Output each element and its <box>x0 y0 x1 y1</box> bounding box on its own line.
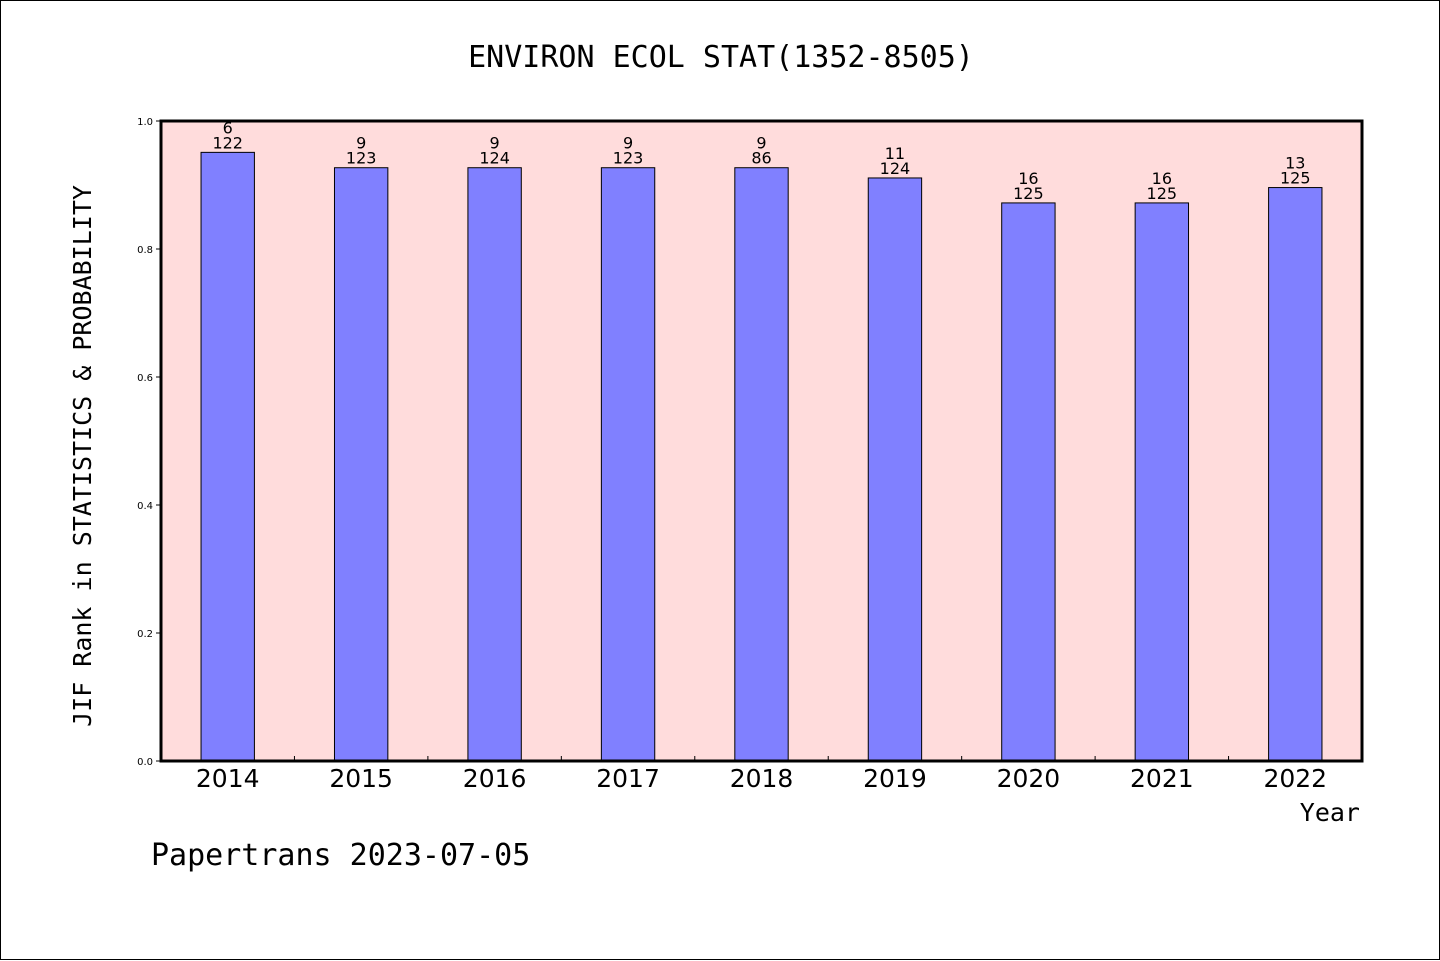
y-tick-label: 0.8 <box>137 245 153 256</box>
y-tick-label: 0.4 <box>137 501 153 512</box>
y-axis-label: JIF Rank in STATISTICS & PROBABILITY <box>68 185 97 727</box>
bar-total-label: 123 <box>613 149 644 168</box>
bars-group <box>200 151 1323 762</box>
bar-total-label: 125 <box>1013 184 1044 203</box>
bar-rank-label: 16 <box>1152 169 1172 188</box>
x-axis-label: Year <box>1300 798 1360 827</box>
bar-2018 <box>734 167 789 762</box>
bar-total-label: 124 <box>880 159 911 178</box>
bar-rank-label: 6 <box>223 118 233 137</box>
bar-rank-label: 13 <box>1285 154 1305 173</box>
y-axis: 0.0 0.2 0.4 0.6 0.8 1.0 <box>137 117 161 768</box>
bar-2022 <box>1268 187 1323 762</box>
x-tick-label: 2022 <box>1263 764 1327 793</box>
x-tick-label: 2018 <box>730 764 794 793</box>
x-tick-label: 2019 <box>863 764 927 793</box>
bar-2020 <box>1001 202 1056 762</box>
bar-rank-label: 9 <box>623 134 633 153</box>
bar-2021 <box>1134 202 1190 762</box>
bar-total-label: 125 <box>1280 169 1311 188</box>
x-tick-label: 2016 <box>463 764 527 793</box>
bar-total-label: 122 <box>212 133 243 152</box>
bar-rank-label: 9 <box>756 134 766 153</box>
y-tick-label: 0.2 <box>137 629 153 640</box>
y-tick-label: 0.6 <box>137 373 153 384</box>
bar-rank-label: 9 <box>356 134 366 153</box>
bar-2015 <box>333 167 389 762</box>
y-tick-label: 0.0 <box>137 757 153 768</box>
bar-2014 <box>200 151 255 762</box>
bar-2019 <box>867 177 923 762</box>
x-tick-label: 2017 <box>596 764 660 793</box>
bar-total-label: 125 <box>1147 184 1178 203</box>
bar-total-label: 86 <box>751 149 771 168</box>
x-axis: 2014 2015 2016 2017 2018 2019 2020 2021 2022 <box>196 756 1327 793</box>
x-tick-label: 2015 <box>329 764 393 793</box>
x-tick-label: 2014 <box>196 764 260 793</box>
bar-total-label: 123 <box>346 149 377 168</box>
x-tick-label: 2020 <box>997 764 1061 793</box>
chart-title: ENVIRON ECOL STAT(1352-8505) <box>468 40 974 75</box>
bar-total-label: 124 <box>479 149 510 168</box>
plot-border <box>159 119 1364 763</box>
x-tick-label: 2021 <box>1130 764 1194 793</box>
bar-2017 <box>600 167 656 762</box>
bar-rank-label: 11 <box>885 144 905 163</box>
bar-rank-label: 16 <box>1018 169 1038 188</box>
bar-rank-label: 9 <box>490 134 500 153</box>
footer-credit: Papertrans 2023-07-05 <box>151 838 530 873</box>
y-tick-label: 1.0 <box>137 117 153 128</box>
bar-2016 <box>467 167 522 762</box>
